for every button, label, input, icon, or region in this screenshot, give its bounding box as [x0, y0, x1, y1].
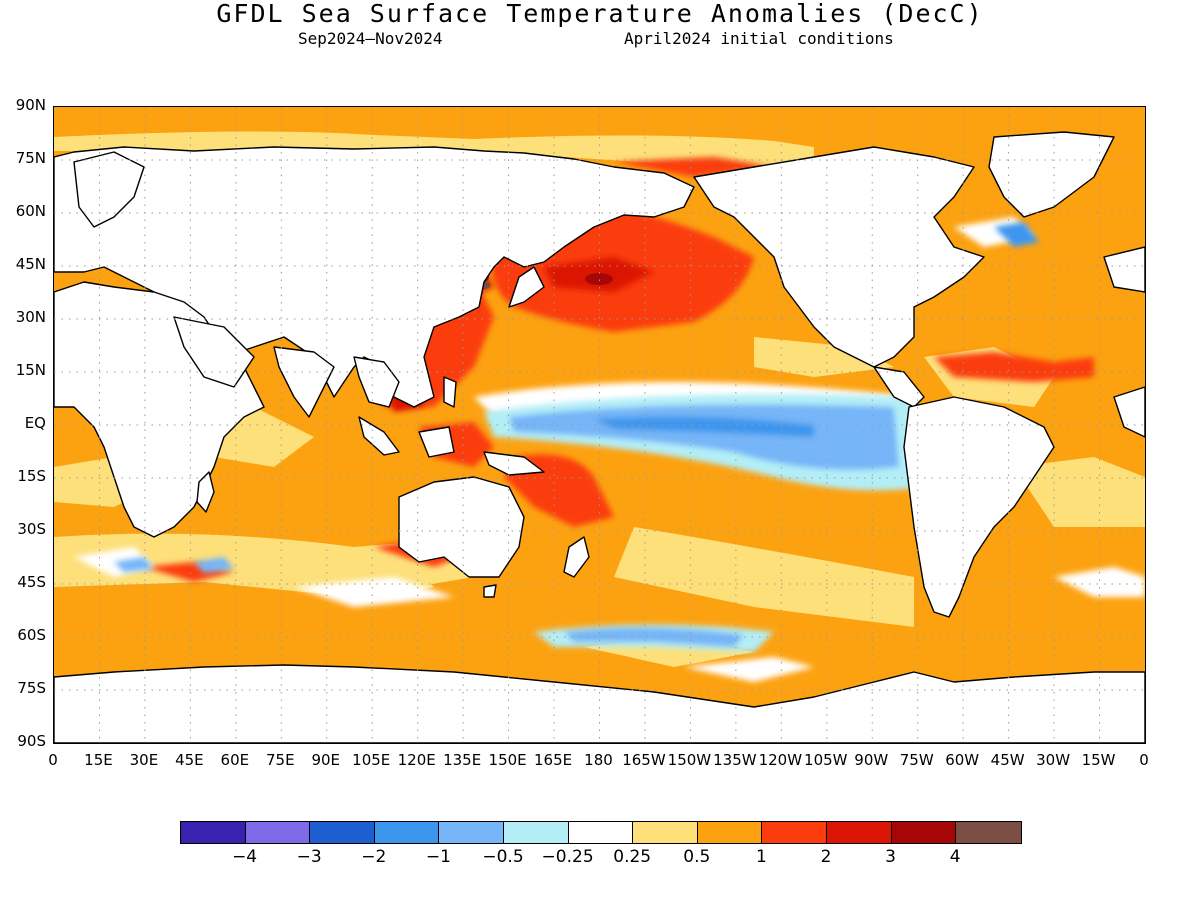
land-masses: [54, 131, 1145, 743]
colorbar-swatch: [956, 822, 1021, 843]
latitude-label: 45N: [15, 255, 46, 273]
new-guinea: [483, 451, 545, 476]
colorbar-swatch: [633, 822, 698, 843]
colorbar-swatch: [826, 822, 892, 843]
south-america: [903, 396, 1055, 618]
longitude-label: 75E: [265, 751, 295, 769]
colorbar: [180, 821, 1022, 844]
latitude-label: 75N: [15, 149, 46, 167]
colorbar-swatch: [503, 822, 569, 843]
colorbar-swatch: [697, 822, 763, 843]
longitude-label: 120E: [397, 751, 436, 769]
longitude-label: 135W: [713, 751, 757, 769]
europe-west: [1103, 246, 1145, 293]
latitude-label: 15N: [15, 361, 46, 379]
africa-east-edge: [1113, 386, 1145, 438]
philippines: [443, 376, 457, 408]
latitude-label: 90S: [17, 732, 46, 750]
indochina: [353, 356, 400, 408]
tasmania: [483, 584, 497, 598]
longitude-label: 165W: [622, 751, 666, 769]
longitude-label: 120W: [758, 751, 803, 769]
longitude-label: 135E: [443, 751, 482, 769]
colorbar-swatch: [891, 822, 957, 843]
colorbar-swatch: [181, 822, 246, 843]
madagascar: [196, 471, 215, 513]
colorbar-label: 4: [949, 847, 961, 867]
latitude-label: 60S: [17, 626, 46, 644]
colorbar-label: −1: [425, 847, 451, 867]
latitude-label: 60N: [15, 202, 46, 220]
colorbar-swatch: [374, 822, 440, 843]
arabia: [173, 316, 255, 388]
longitude-label: 0: [1139, 751, 1149, 769]
latitude-label: 90N: [15, 96, 46, 114]
colorbar-label: 0.5: [683, 847, 711, 867]
longitude-label: 105E: [352, 751, 391, 769]
colorbar-label: 0.25: [613, 847, 652, 867]
colorbar-swatch: [568, 822, 634, 843]
latitude-label: 30N: [15, 308, 46, 326]
longitude-label: 15W: [1081, 751, 1116, 769]
colorbar-label: 1: [755, 847, 767, 867]
longitude-label: 150E: [488, 751, 527, 769]
new-zealand: [563, 536, 590, 578]
graticule: [54, 107, 1145, 743]
north-america: [693, 146, 985, 368]
longitude-label: 90W: [854, 751, 889, 769]
longitude-label: 60W: [945, 751, 980, 769]
colorbar-swatch: [439, 822, 504, 843]
anomaly-negative: [114, 222, 1039, 652]
borneo: [418, 426, 455, 458]
longitude-label: 180: [584, 751, 613, 769]
longitude-label: 30W: [1036, 751, 1071, 769]
forecast-period: Sep2024–Nov2024: [298, 29, 443, 48]
longitude-label: 0: [48, 751, 58, 769]
colorbar-label: 3: [885, 847, 897, 867]
scandinavia: [73, 151, 145, 228]
colorbar-swatch: [310, 822, 375, 843]
longitude-label: 60E: [220, 751, 250, 769]
colorbar-swatch: [762, 822, 827, 843]
longitude-label: 45E: [175, 751, 204, 769]
japan: [508, 266, 545, 308]
colorbar-label: 2: [820, 847, 832, 867]
latitude-label: 15S: [17, 467, 46, 485]
map-title: GFDL Sea Surface Temperature Anomalies (…: [216, 0, 984, 28]
colorbar-label: −4: [232, 847, 258, 867]
latitude-label: 45S: [17, 573, 46, 591]
latitude-label: 30S: [17, 520, 46, 538]
longitude-label: 15E: [84, 751, 113, 769]
longitude-label: 150W: [667, 751, 712, 769]
colorbar-label: −3: [296, 847, 322, 867]
latitude-label: EQ: [24, 414, 46, 432]
longitude-label: 30E: [129, 751, 159, 769]
longitude-label: 105W: [804, 751, 848, 769]
map-canvas: [54, 107, 1145, 743]
longitude-label: 45W: [990, 751, 1025, 769]
colorbar-label: −2: [361, 847, 387, 867]
colorbar-swatch: [245, 822, 311, 843]
longitude-label: 75W: [899, 751, 934, 769]
greenland: [988, 131, 1115, 218]
colorbar-label: −0.5: [482, 847, 524, 867]
sumatra: [358, 416, 400, 456]
sst-anomaly-map: [53, 106, 1146, 744]
initial-conditions: April2024 initial conditions: [624, 29, 894, 48]
longitude-label: 165E: [533, 751, 573, 769]
latitude-label: 75S: [17, 679, 46, 697]
longitude-label: 90E: [311, 751, 341, 769]
colorbar-label: −0.25: [541, 847, 594, 867]
india: [273, 346, 335, 418]
central-america: [873, 366, 925, 408]
